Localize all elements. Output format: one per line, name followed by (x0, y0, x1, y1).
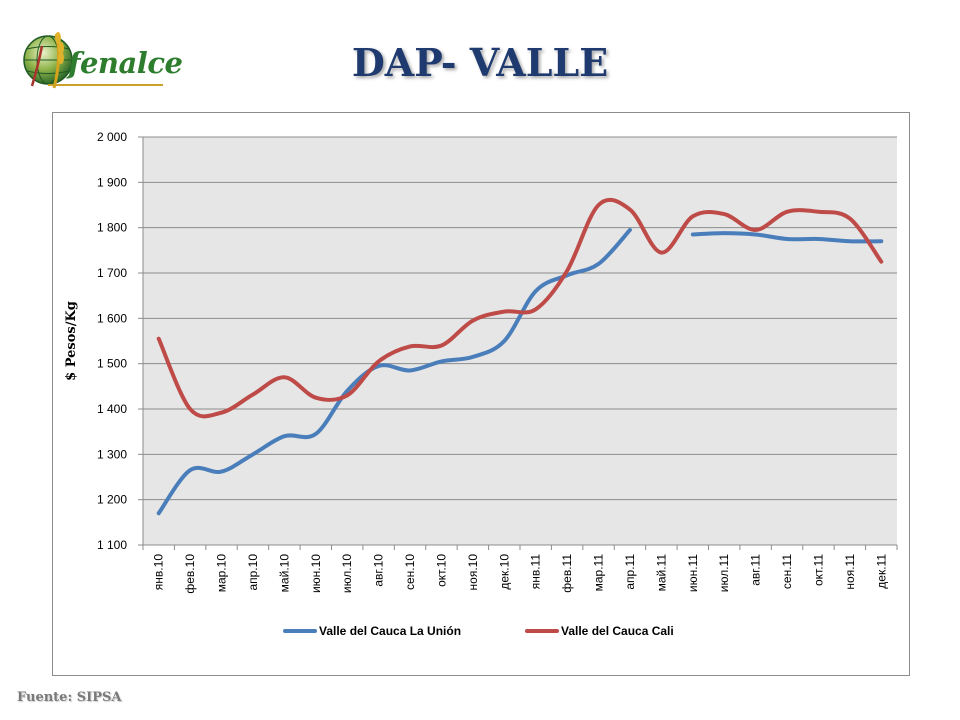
x-tick-label: окт.10 (434, 554, 448, 587)
x-tick-label: июл.11 (717, 554, 731, 593)
plot-area (143, 137, 897, 545)
fenalce-logo: fenalce (18, 26, 183, 94)
x-tick-label: авг.11 (749, 554, 763, 586)
x-tick-label: июл.10 (340, 554, 354, 593)
y-tick-label: 1 500 (97, 357, 127, 371)
x-tick-label: сен.11 (780, 554, 794, 589)
legend-label: Valle del Cauca La Unión (319, 624, 461, 638)
x-tick-label: янв.10 (152, 554, 166, 591)
line-chart: 1 100 1 200 1 300 1 400 1 500 1 600 1 700 1 800… (64, 130, 898, 638)
y-tick-label: 1 900 (97, 175, 127, 189)
x-tick-label: дек.11 (874, 554, 888, 589)
series-line (156, 227, 632, 516)
page-title: DAP- VALLE (351, 40, 609, 85)
globe-wheat-icon (23, 32, 73, 89)
x-tick-label: мар.10 (215, 554, 229, 593)
series-lines (156, 197, 884, 516)
x-tick-label: фев.11 (560, 554, 574, 593)
logo-wordmark: fenalce (68, 46, 183, 80)
series-line (156, 197, 884, 419)
source-note: Fuente: SIPSA (17, 690, 122, 705)
y-tick-label: 1 800 (97, 221, 127, 235)
x-tick-label: ноя.10 (466, 554, 480, 591)
y-tick-label: 2 000 (97, 130, 127, 144)
y-tick-label: 1 100 (97, 538, 127, 552)
chart-legend: Valle del Cauca La Unión Valle del Cauca … (283, 624, 674, 638)
x-tick-label: окт.11 (811, 554, 825, 586)
series-line (690, 231, 884, 244)
x-tick-label: апр.10 (246, 554, 260, 591)
legend-label: Valle del Cauca Cali (561, 624, 674, 638)
x-tick-label: сен.10 (403, 554, 417, 590)
y-tick-label: 1 400 (97, 402, 127, 416)
logo-underline (48, 84, 163, 86)
x-tick-label: июн.10 (309, 554, 323, 593)
y-tick-label: 1 600 (97, 311, 127, 325)
x-tick-label: янв.11 (529, 554, 543, 590)
x-tick-label: июн.11 (686, 554, 700, 592)
x-tick-label: ноя.11 (843, 554, 857, 590)
x-tick-label: май.11 (654, 554, 668, 592)
chart-container: 1 100 1 200 1 300 1 400 1 500 1 600 1 700 1 800… (52, 112, 910, 676)
x-tick-label: дек.10 (497, 554, 511, 590)
y-tick-label: 1 300 (97, 447, 127, 461)
y-tick-label: 1 700 (97, 266, 127, 280)
y-tick-label: 1 200 (97, 493, 127, 507)
y-axis-label: $ Pesos/Kg (64, 301, 79, 381)
series-2 (156, 197, 884, 419)
series-1 (156, 227, 884, 516)
x-tick-label: авг.10 (372, 554, 386, 587)
x-axis: янв.10 фев.10 мар.10 апр.10 май.10 июн.10 июл.… (142, 137, 898, 594)
x-tick-label: мар.11 (592, 554, 606, 592)
x-tick-label: май.10 (277, 554, 291, 593)
x-tick-label: апр.11 (623, 554, 637, 590)
x-tick-label: фев.10 (183, 554, 197, 594)
y-axis-ticks: 1 100 1 200 1 300 1 400 1 500 1 600 1 700 1 800… (97, 130, 143, 552)
